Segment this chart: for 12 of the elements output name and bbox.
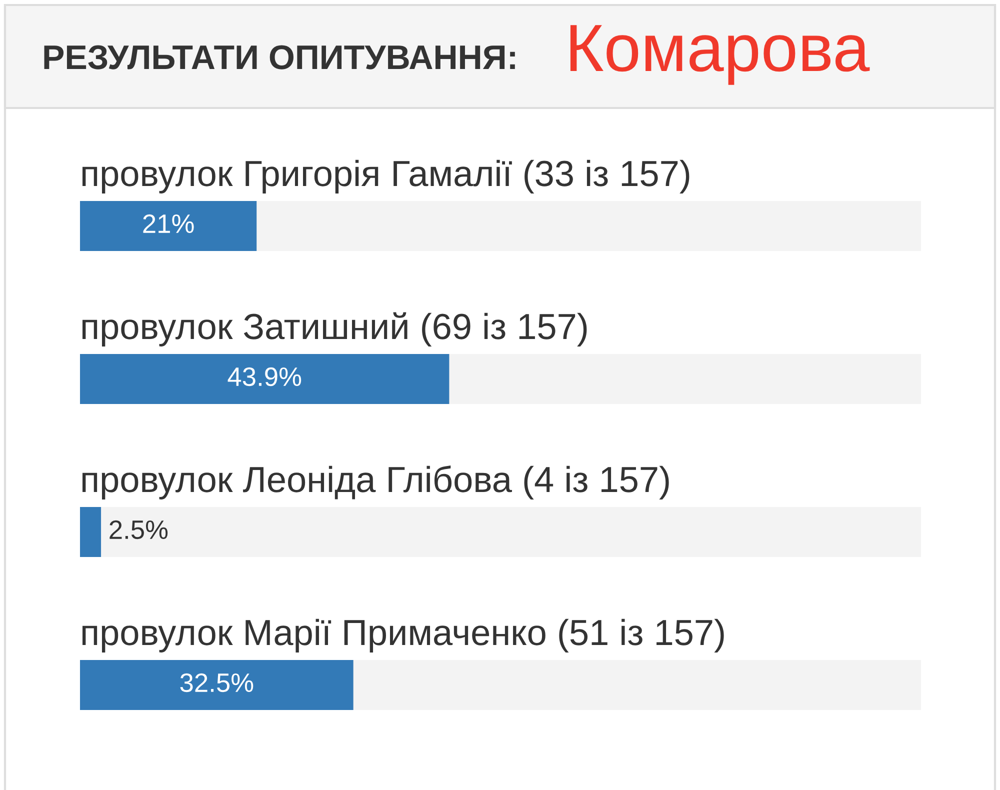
bar (80, 201, 257, 251)
bar (80, 507, 102, 557)
y-tick-label: провулок Марії Примаченко (51 із 157) (82, 618, 724, 652)
chart-subtitle: Комарова (570, 25, 870, 85)
data-label: 2.5% (110, 520, 168, 540)
data-label: 32.5% (180, 673, 254, 692)
chart-title: РЕЗУЛЬТАТИ ОПИТУВАННЯ: (44, 45, 515, 70)
data-label: 43.9% (228, 367, 302, 386)
y-tick-label: провулок Григорія Гамалії (33 із 157) (82, 160, 690, 194)
y-tick-label: провулок Затишний (69 із 157) (82, 312, 587, 346)
data-label: 21% (143, 214, 194, 233)
y-tick-label: провулок Леоніда Глібова (4 із 157) (82, 466, 669, 500)
